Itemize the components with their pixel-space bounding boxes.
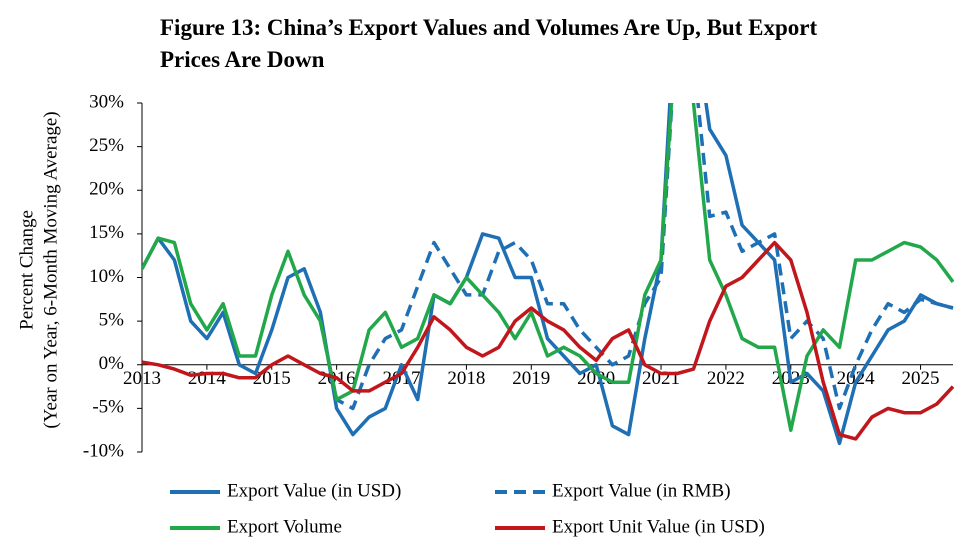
legend-label: Export Value (in USD) xyxy=(227,480,401,501)
y-tick-label: 10% xyxy=(89,266,124,287)
y-tick-label: 15% xyxy=(89,222,124,243)
series-line xyxy=(318,103,954,411)
y-tick-label: -5% xyxy=(92,397,124,418)
x-tick-label: 2013 xyxy=(123,368,161,389)
y-axis-label: Percent Change xyxy=(16,210,37,330)
y-axis-label: (Year on Year, 6-Month Moving Average) xyxy=(40,111,61,428)
series-line xyxy=(142,103,954,446)
y-tick-label: -10% xyxy=(83,440,124,461)
x-tick-label: 2021 xyxy=(642,368,680,389)
y-tick-label: 30% xyxy=(89,91,124,112)
x-tick-label: 2019 xyxy=(512,368,550,389)
x-tick-label: 2018 xyxy=(447,368,485,389)
legend-label: Export Value (in RMB) xyxy=(552,480,731,501)
x-tick-label: 2020 xyxy=(577,368,615,389)
plot-area xyxy=(142,103,954,446)
x-tick-label: 2014 xyxy=(188,368,227,389)
series-line xyxy=(142,103,954,432)
y-tick-label: 20% xyxy=(89,179,124,200)
series-line xyxy=(142,240,954,441)
y-tick-label: 5% xyxy=(99,309,125,330)
y-tick-label: 0% xyxy=(99,353,125,374)
y-tick-label: 25% xyxy=(89,135,124,156)
legend-label: Export Unit Value (in USD) xyxy=(552,516,765,537)
legend-label: Export Volume xyxy=(227,516,342,537)
chart-title: Figure 13: China’s Export Values and Vol… xyxy=(160,15,818,72)
x-tick-label: 2015 xyxy=(253,368,291,389)
x-tick-label: 2025 xyxy=(902,368,940,389)
x-tick-label: 2022 xyxy=(707,368,745,389)
